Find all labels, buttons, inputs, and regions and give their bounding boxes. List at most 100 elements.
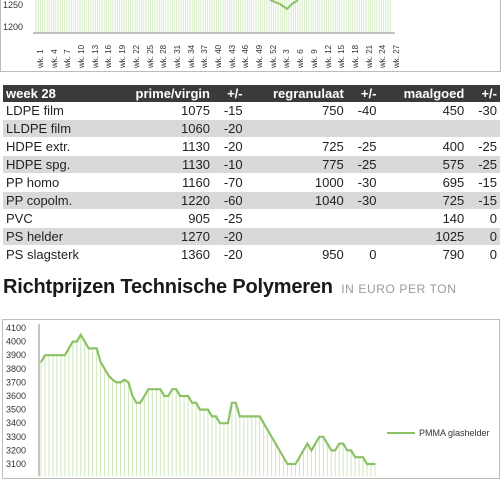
data-point bbox=[131, 395, 134, 397]
data-point bbox=[286, 463, 289, 465]
data-point bbox=[175, 388, 177, 390]
maalgoed-change: 0 bbox=[467, 227, 500, 246]
data-point bbox=[254, 415, 257, 418]
top-chart-frame bbox=[0, 0, 501, 72]
prime-change: -15 bbox=[223, 103, 243, 118]
row-label: PS slagsterk bbox=[6, 247, 79, 262]
data-point bbox=[151, 388, 154, 390]
maalgoed-value: 790 bbox=[442, 247, 465, 262]
data-point bbox=[75, 340, 78, 343]
maalgoed-value: 695 bbox=[442, 175, 465, 190]
table-header-row: week 28 prime/virgin +/- regranulaat +/-… bbox=[3, 85, 500, 102]
data-point bbox=[266, 429, 269, 431]
prime-change: -10 bbox=[212, 155, 246, 174]
regranulaat-value bbox=[246, 210, 347, 228]
regranulaat-change bbox=[346, 119, 380, 138]
data-point bbox=[171, 388, 174, 390]
data-point bbox=[227, 422, 229, 424]
maalgoed-change: -15 bbox=[478, 175, 497, 190]
data-point bbox=[310, 449, 313, 452]
data-point bbox=[282, 456, 285, 458]
data-point bbox=[195, 402, 197, 404]
data-point bbox=[83, 340, 86, 343]
header-change: +/- bbox=[467, 85, 500, 102]
data-point bbox=[306, 442, 309, 445]
data-point bbox=[40, 361, 42, 363]
maalgoed-value: 400 bbox=[442, 139, 465, 154]
prime-virgin-value: 905 bbox=[188, 211, 210, 226]
top-x-tick: wk. 37 bbox=[200, 44, 210, 68]
data-point bbox=[302, 449, 305, 452]
data-point bbox=[91, 347, 94, 350]
prime-virgin-value: 1130 bbox=[107, 155, 213, 174]
data-point bbox=[298, 456, 301, 458]
data-point bbox=[203, 408, 205, 411]
regranulaat-value: 775 bbox=[245, 155, 347, 174]
data-point bbox=[322, 436, 325, 438]
data-point bbox=[326, 442, 329, 445]
maalgoed-change: -30 bbox=[478, 103, 497, 118]
y-tick-label: 3300 bbox=[6, 432, 26, 442]
pmma-chart-plot: 4100 4000 3900 3800 3700 3600 3500 3400 3300 3200… bbox=[6, 323, 490, 480]
y-tick-label: 4100 bbox=[6, 323, 26, 333]
data-point bbox=[262, 422, 265, 424]
row-label: PS helder bbox=[3, 227, 108, 246]
regranulaat-value: 1000 bbox=[314, 175, 344, 190]
top-x-tick: wk. 34 bbox=[186, 44, 196, 68]
data-point bbox=[56, 354, 58, 356]
data-point bbox=[294, 463, 297, 465]
data-point bbox=[199, 408, 201, 411]
data-point bbox=[258, 415, 261, 418]
pmma-price-chart: 4100 4000 3900 3800 3700 3600 3500 3400 3300 3200… bbox=[2, 319, 500, 480]
top-x-tick: wk. 15 bbox=[337, 44, 347, 68]
header-change: +/- bbox=[212, 85, 246, 102]
data-point bbox=[155, 388, 158, 390]
data-point bbox=[370, 463, 372, 465]
data-point bbox=[354, 456, 356, 458]
data-point bbox=[374, 463, 376, 465]
regranulaat-value: 1040 bbox=[245, 191, 347, 210]
row-label: HDPE extr. bbox=[6, 139, 71, 154]
data-point bbox=[60, 354, 62, 356]
regranulaat-change: -40 bbox=[357, 103, 377, 118]
maalgoed-change: 0 bbox=[489, 211, 497, 226]
header-change: +/- bbox=[346, 85, 380, 102]
regranulaat-change: -25 bbox=[346, 155, 380, 174]
row-label: PP copolm. bbox=[3, 191, 108, 210]
data-point bbox=[290, 463, 293, 465]
top-x-tick: wk. 3 bbox=[282, 49, 292, 68]
maalgoed-value bbox=[379, 119, 468, 138]
data-point bbox=[330, 449, 333, 452]
regranulaat-change: -25 bbox=[357, 139, 377, 154]
table-row: LDPE film 1075 -15 750 -40 450 -30 bbox=[3, 102, 500, 120]
data-point bbox=[127, 381, 130, 384]
y-tick-label: 3600 bbox=[6, 391, 26, 401]
data-point bbox=[139, 402, 142, 404]
top-x-tick: wk. 27 bbox=[392, 44, 401, 68]
y-tick-label: 3200 bbox=[6, 445, 26, 455]
data-point bbox=[99, 361, 102, 363]
data-point bbox=[187, 395, 189, 397]
data-point bbox=[79, 334, 82, 336]
data-point bbox=[64, 354, 66, 356]
top-x-tick: wk. 43 bbox=[227, 44, 237, 68]
data-point bbox=[219, 422, 221, 424]
header-maalgoed: maalgoed bbox=[379, 85, 468, 102]
data-point bbox=[107, 374, 110, 377]
data-point bbox=[338, 442, 341, 445]
regranulaat-value bbox=[245, 227, 347, 246]
top-x-tick: wk. 25 bbox=[145, 44, 155, 68]
section-title: Richtprijzen Technische Polymeren bbox=[3, 276, 333, 298]
top-x-tick: wk. 6 bbox=[296, 49, 306, 68]
prime-change: -25 bbox=[223, 211, 243, 226]
top-x-tick: wk. 12 bbox=[323, 44, 333, 68]
top-x-tick: wk. 21 bbox=[364, 44, 374, 68]
maalgoed-value: 725 bbox=[379, 191, 468, 210]
top-x-tick: wk. 49 bbox=[255, 44, 265, 68]
data-point bbox=[135, 402, 138, 404]
regranulaat-change: -30 bbox=[357, 175, 377, 190]
data-point bbox=[207, 408, 209, 411]
prime-change: -70 bbox=[223, 175, 243, 190]
y-tick-label: 3500 bbox=[6, 405, 26, 415]
data-point bbox=[159, 388, 162, 390]
